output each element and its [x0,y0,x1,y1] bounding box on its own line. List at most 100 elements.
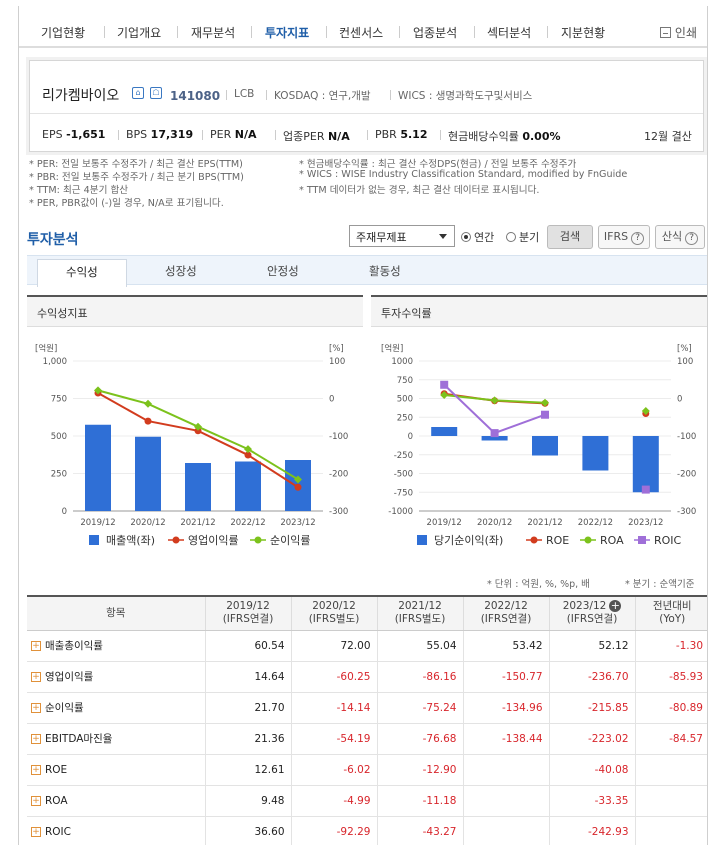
table-row: + 매출총이익률 60.54 72.00 55.04 53.42 52.12 -1.30 [27,630,707,662]
y-right-unit: [%] [677,344,692,354]
row-label: ROIC [45,825,71,838]
tab-financial-analysis[interactable]: 재무분석 [191,26,236,40]
bar [431,427,458,436]
stock-code: 141080 [170,89,221,103]
dividend-yield-stat: 현금배당수익률 0.00% [448,130,561,143]
subtab-activity[interactable]: 활동성 [369,264,401,278]
value-cell: 52.12 [548,630,635,662]
formula-help-button[interactable]: 산식? [655,225,705,249]
yoy-cell: -84.57 [634,723,707,755]
value-cell: -11.18 [376,785,463,817]
yoy-cell [634,785,707,817]
tab-company-status[interactable]: 기업현황 [41,26,86,40]
page-frame: 기업현황 기업개요 재무분석 투자지표 컨센서스 업종분석 섹터분석 지분현황 … [18,6,708,845]
wics-info: WICS : 생명과학도구및서비스 [398,90,533,102]
meta-divider [266,90,267,100]
row-label-cell[interactable]: + 순이익률 [27,692,205,724]
subtab-stability[interactable]: 안정성 [267,264,299,278]
subtab-profitability[interactable]: 수익성 [37,259,127,287]
data-point [144,417,152,425]
row-label: ROE [45,763,68,776]
data-point [440,390,449,399]
y-right-tick-label: 100 [677,357,693,367]
row-label-cell[interactable]: + 매출총이익률 [27,630,205,662]
expand-row-icon[interactable]: + [31,826,41,837]
radio-empty-icon [506,232,516,242]
x-tick-label: 2020/12 [477,518,512,528]
value-cell: -40.08 [548,754,635,786]
profitability-chart: [억원] [%] 0 250 500 750 1,000 -300 -200 -100 0 100 20… [35,343,348,547]
value-cell: 55.04 [376,630,463,662]
data-point [490,429,499,438]
y-right-tick-label: -200 [677,470,696,480]
subtab-bar: 수익성 성장성 안정성 활동성 [27,255,707,287]
legend-swatch [254,536,262,544]
value-cell: -223.02 [548,723,635,755]
stat-divider [440,130,441,140]
bar [532,436,558,456]
legend-label: 순이익률 [270,534,310,547]
tab-industry-analysis[interactable]: 업종분석 [413,26,458,40]
value-cell: -215.85 [548,692,635,724]
company-info-icon[interactable]: ☖ [150,87,162,99]
tab-consensus[interactable]: 컨센서스 [339,26,384,40]
value-cell: -43.27 [376,816,463,845]
row-label: ROA [45,794,68,807]
expand-row-icon[interactable]: + [31,734,41,744]
search-button[interactable]: 검색 [547,225,593,249]
note-pbr: * PBR: 전일 보통주 수정주가 / 최근 분기 BPS(TTM) [29,172,244,183]
note-ttm: * TTM: 최근 4분기 합산 [29,185,129,196]
tab-shareholding[interactable]: 지분현황 [561,26,606,40]
radio-annual[interactable]: 연간 [461,229,494,245]
row-label-cell[interactable]: + ROIC [27,816,205,845]
y-right-tick-label: -200 [329,470,348,480]
radio-quarterly[interactable]: 분기 [506,229,539,245]
expand-row-icon[interactable]: + [31,703,41,713]
data-point [144,399,152,408]
tab-investment-indicators[interactable]: 투자지표 [265,26,310,40]
value-cell: -150.77 [462,661,549,693]
eps-stat: EPS -1,651 [42,128,106,141]
value-cell: -76.68 [376,723,463,755]
row-label-cell[interactable]: + ROE [27,754,205,786]
bar [481,436,508,441]
homepage-icon[interactable]: ⌂ [132,87,144,99]
y-left-tick-label: -1000 [388,507,413,517]
x-tick-label: 2021/12 [527,518,562,528]
expand-row-icon[interactable]: + [31,764,41,775]
header-yoy: 전년대비 (YoY) [634,596,707,631]
value-cell: -242.93 [548,816,635,845]
expand-columns-icon[interactable]: + [609,599,622,613]
tab-sector-analysis[interactable]: 섹터분석 [487,26,532,40]
print-button[interactable]: 인쇄 [659,24,697,41]
bar [135,436,161,511]
return-chart: [억원] [%]-1000-750-500-25002505007501000-3… [381,343,696,547]
y-left-tick-label: -250 [394,451,413,461]
tab-company-overview[interactable]: 기업개요 [117,26,162,40]
row-label-cell[interactable]: + 영업이익률 [27,661,205,693]
section-title: 투자분석 [27,232,79,248]
meta-divider [390,90,391,100]
bps-stat: BPS 17,319 [126,128,194,141]
statement-select[interactable]: 주재무제표 [349,225,455,247]
y-left-tick-label: 750 [51,395,67,405]
row-label-cell[interactable]: + EBITDA마진율 [27,723,205,755]
header-year: 2023/12 + (IFRS연결) [548,596,635,631]
value-cell: 53.42 [462,630,549,662]
expand-row-icon[interactable]: + [31,641,41,651]
ifrs-help-button[interactable]: IFRS? [598,225,650,249]
pbr-stat: PBR 5.12 [375,128,428,141]
header-year: 2019/12 (IFRS연결) [204,596,291,631]
market-info: KOSDAQ : 연구,개발 [274,90,371,102]
industry-per-stat: 업종PER N/A [283,130,350,143]
expand-row-icon[interactable]: + [31,672,41,682]
chart-title: 투자수익률 [371,297,707,327]
value-cell: 36.60 [204,816,291,845]
row-label-cell[interactable]: + ROA [27,785,205,817]
subtab-growth[interactable]: 성장성 [165,264,197,278]
expand-row-icon[interactable]: + [31,795,41,806]
meta-divider [226,90,227,100]
data-point [294,483,302,491]
data-point [244,445,252,454]
y-left-tick-label: 1,000 [43,357,67,367]
